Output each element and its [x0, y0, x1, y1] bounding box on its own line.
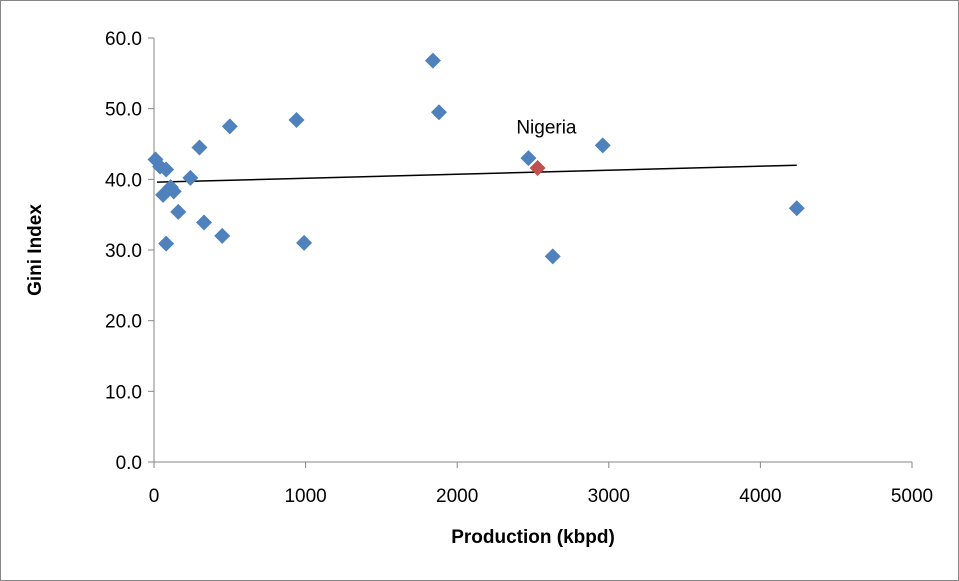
trendline-layer: [157, 164, 797, 183]
y-tick-label: 20.0: [105, 312, 142, 333]
data-point: [158, 235, 175, 252]
label-layer: Nigeria: [516, 117, 577, 138]
y-tick-label: 0.0: [116, 453, 142, 474]
data-point: [158, 161, 175, 178]
data-point: [182, 169, 199, 186]
x-tick-label: 5000: [891, 486, 933, 507]
x-tick-label: 1000: [284, 486, 326, 507]
data-point: [594, 137, 611, 154]
data-point: [431, 104, 448, 121]
y-axis-title: Gini Index: [25, 204, 46, 296]
trendline: [157, 164, 797, 183]
y-tick-label: 30.0: [105, 241, 142, 262]
x-axis-title: Production (kbpd): [451, 527, 615, 548]
x-tick-label: 4000: [739, 486, 781, 507]
data-point: [520, 150, 537, 167]
x-tick-label: 3000: [588, 486, 630, 507]
x-tick-label: 2000: [436, 486, 478, 507]
y-tick-label: 10.0: [105, 382, 142, 403]
data-point: [214, 227, 231, 244]
y-tick-label: 60.0: [105, 29, 142, 50]
data-point: [288, 111, 305, 128]
x-tick-label: 0: [149, 486, 160, 507]
points-layer: [147, 52, 805, 265]
data-point: [191, 139, 208, 156]
data-point: [221, 118, 238, 135]
data-point: [788, 200, 805, 217]
y-tick-label: 40.0: [105, 170, 142, 191]
data-point: [424, 52, 441, 69]
data-point: [165, 183, 182, 200]
highlight-point: [529, 160, 546, 177]
annotation-label: Nigeria: [516, 117, 577, 138]
data-point: [196, 214, 213, 231]
y-tick-label: 50.0: [105, 100, 142, 121]
data-point: [296, 234, 313, 251]
data-point: [170, 203, 187, 220]
data-point: [544, 248, 561, 265]
axes-layer: 0.0 10.0 20.0 30.0 40.0 50.0 60.0 0 1000 2000 3000…: [25, 29, 933, 548]
